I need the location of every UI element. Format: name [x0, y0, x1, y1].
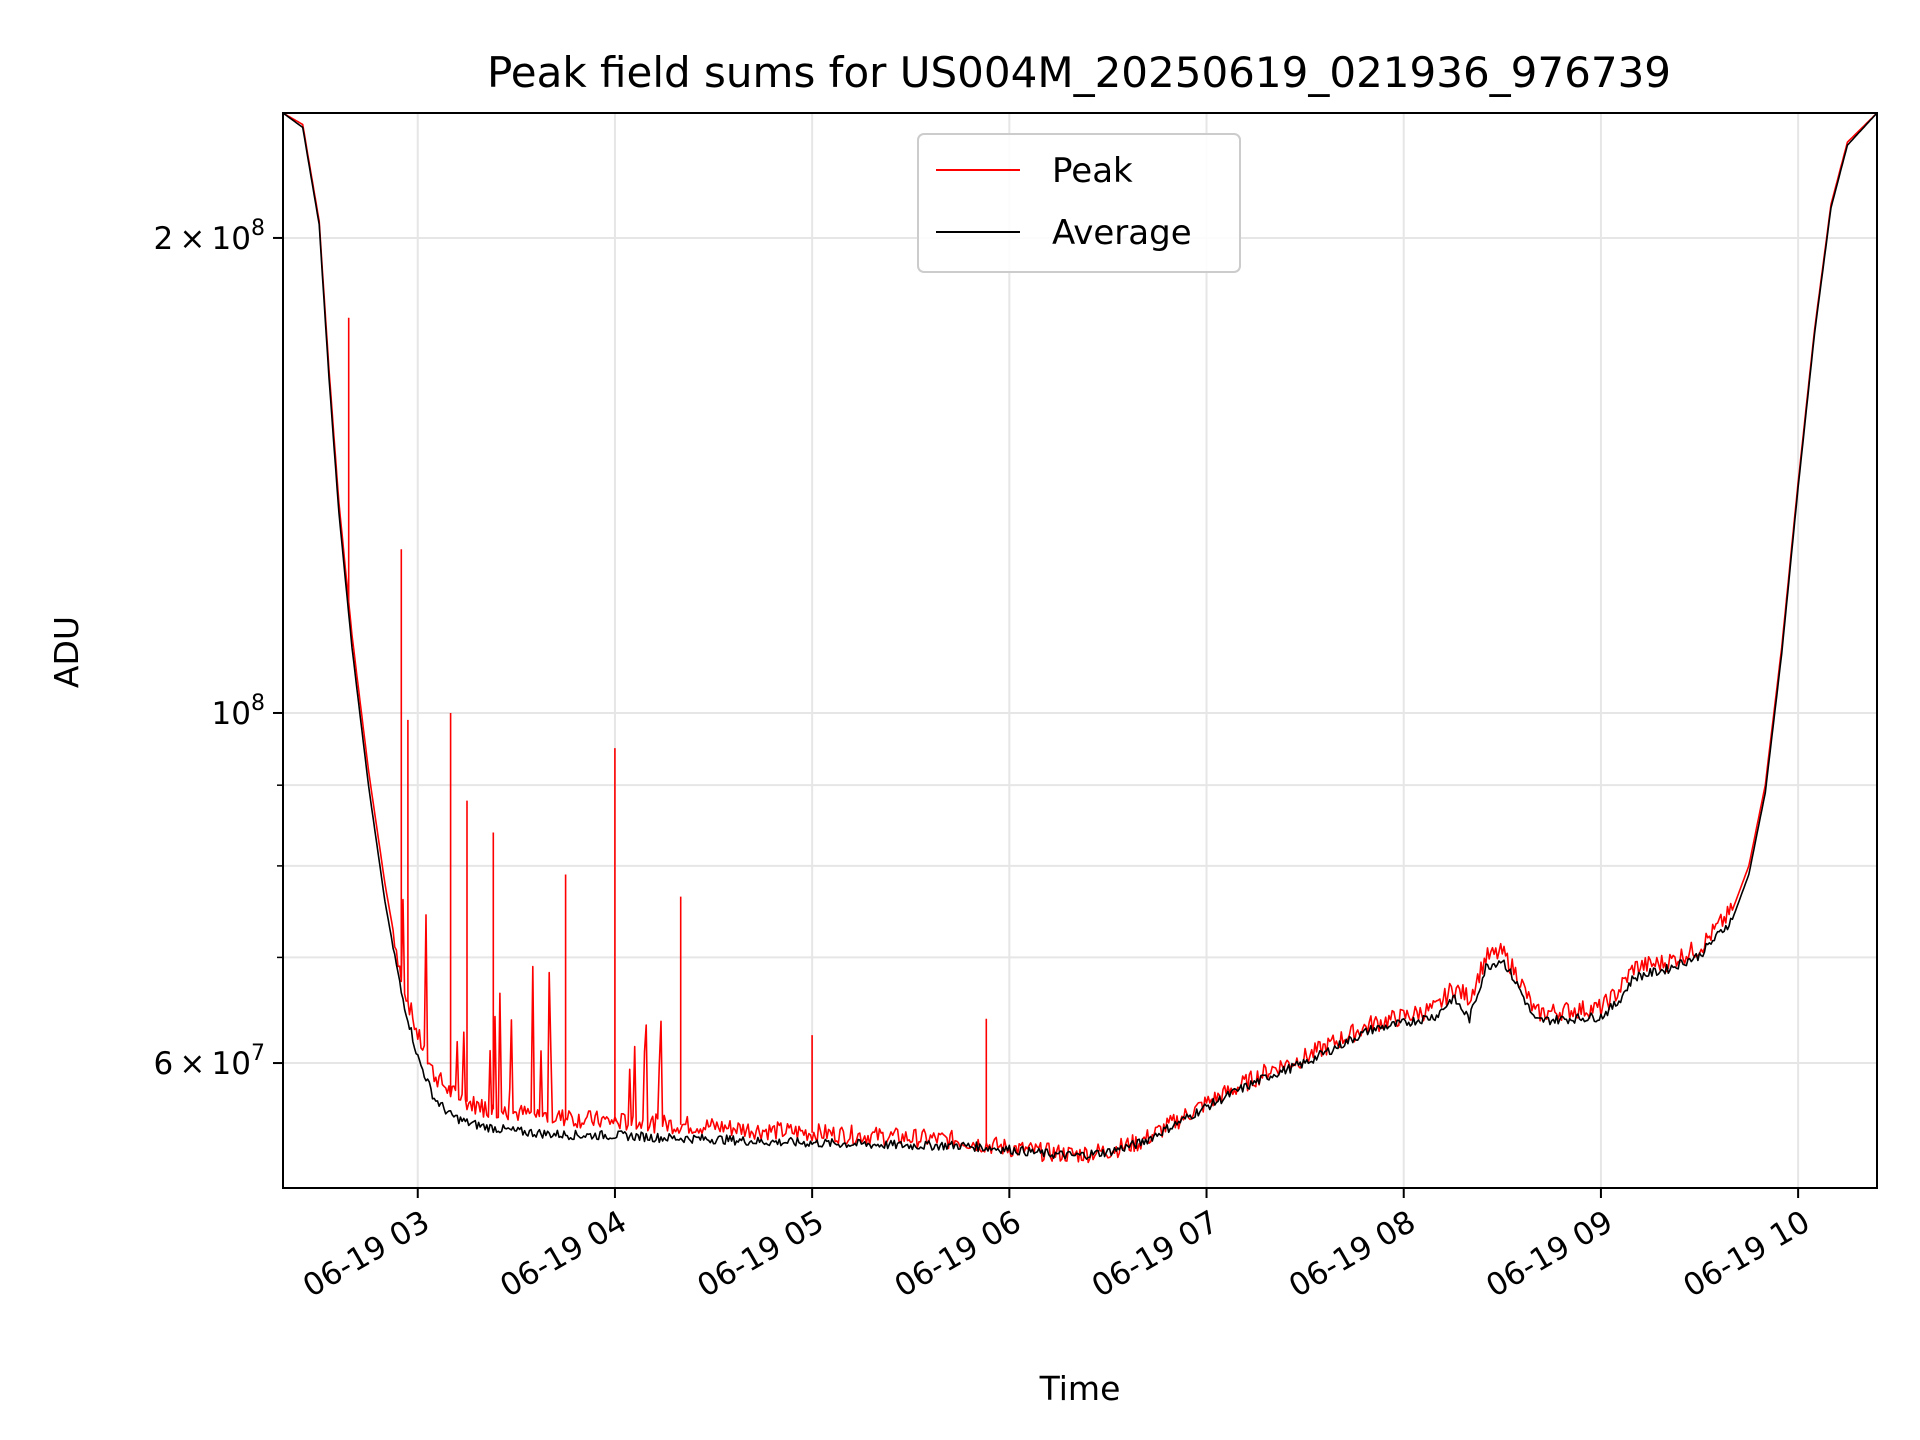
y-tick-label: 6 × 107 — [153, 1041, 265, 1082]
series-line-peak — [282, 112, 1878, 1164]
axes-frame — [282, 112, 1878, 1189]
y-axis-title: ADU — [47, 616, 86, 688]
legend-label-average: Average — [1052, 213, 1192, 253]
plot-area — [282, 112, 1878, 1164]
y-axis: 6 × 107 108 2 × 108 — [153, 216, 283, 1082]
y-tick-label: 108 — [212, 691, 265, 732]
x-axis-title: Time — [1039, 1369, 1121, 1408]
legend: Peak Average — [917, 133, 1241, 273]
chart-title: Peak field sums for US004M_20250619_0219… — [487, 48, 1671, 97]
series-line-average — [282, 112, 1878, 1160]
y-tick-label: 2 × 108 — [153, 216, 265, 257]
legend-label-peak: Peak — [1052, 151, 1133, 191]
legend-box — [917, 133, 1241, 273]
